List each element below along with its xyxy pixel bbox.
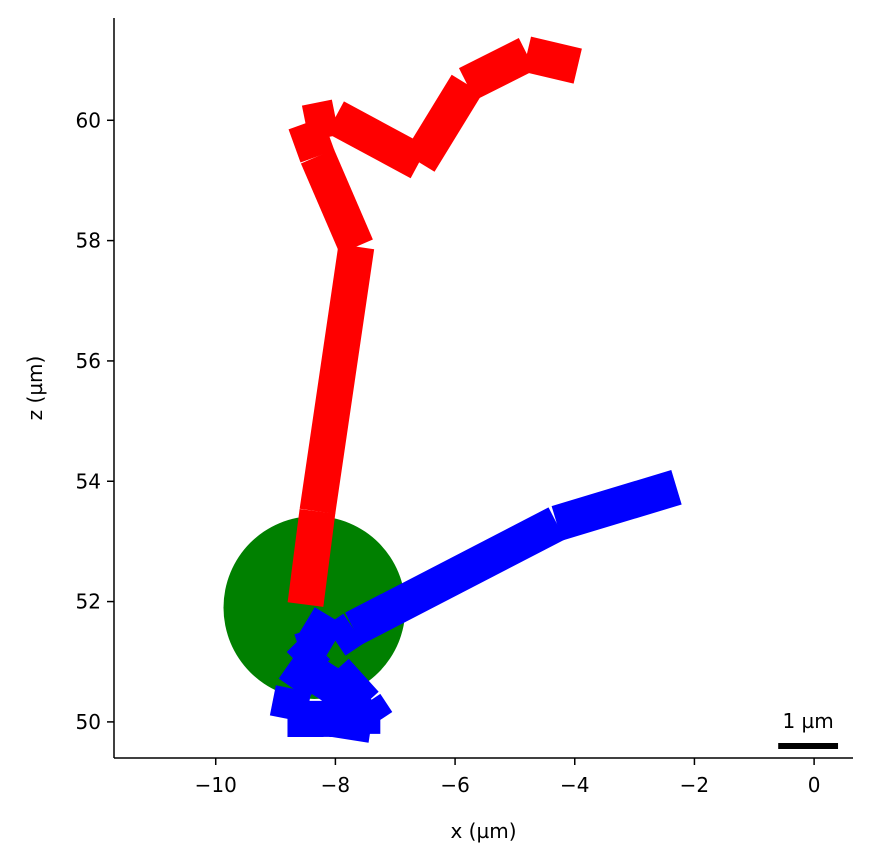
series-1-segment-3 — [551, 470, 682, 541]
scale-bar-label: 1 µm — [782, 709, 833, 733]
plot-area — [223, 36, 682, 743]
y-tick-label: 56 — [76, 349, 101, 373]
y-axis-label: z (µm) — [23, 356, 47, 421]
series-0-segment-0 — [287, 509, 336, 607]
series-0-segment-8 — [522, 36, 582, 84]
series-4-segment-0 — [322, 658, 379, 716]
x-axis-label: x (µm) — [450, 819, 516, 843]
cell-circle — [223, 516, 406, 700]
series-4 — [322, 658, 393, 732]
series-1-segment-2 — [345, 507, 566, 645]
series-layer — [269, 36, 682, 743]
y-tick-label: 60 — [76, 108, 101, 132]
scale-bar: 1 µm — [766, 697, 851, 756]
series-4-segment-1 — [350, 693, 393, 732]
y-tick-label: 52 — [76, 590, 101, 614]
x-tick-label: −10 — [195, 773, 237, 797]
y-tick-label: 50 — [76, 710, 101, 734]
y-tick-label: 54 — [76, 469, 101, 493]
series-0-segment-5 — [326, 101, 428, 179]
y-ticks: 50 52 54 56 58 60 — [76, 108, 114, 734]
series-1-segment-1 — [325, 613, 364, 656]
x-tick-label: 0 — [808, 773, 821, 797]
x-tick-label: −8 — [321, 773, 350, 797]
x-tick-label: −2 — [680, 773, 709, 797]
series-2-segment-0 — [294, 622, 335, 653]
series-0-segment-2 — [300, 149, 373, 254]
x-tick-label: −6 — [440, 773, 469, 797]
axes-layer: −10 −8 −6 −4 −2 0 50 52 54 56 58 60 x (µm) z (µm) — [23, 18, 853, 843]
series-3-segment-0 — [278, 648, 330, 700]
series-0-segment-4 — [301, 99, 339, 141]
y-tick-label: 58 — [76, 229, 101, 253]
x-tick-label: −4 — [560, 773, 589, 797]
series-0 — [287, 36, 582, 607]
series-0-segment-6 — [403, 74, 483, 172]
series-0-segment-1 — [299, 244, 375, 514]
series-0-segment-7 — [458, 38, 535, 101]
circle-layer — [223, 516, 406, 700]
x-ticks: −10 −8 −6 −4 −2 0 — [195, 758, 821, 797]
